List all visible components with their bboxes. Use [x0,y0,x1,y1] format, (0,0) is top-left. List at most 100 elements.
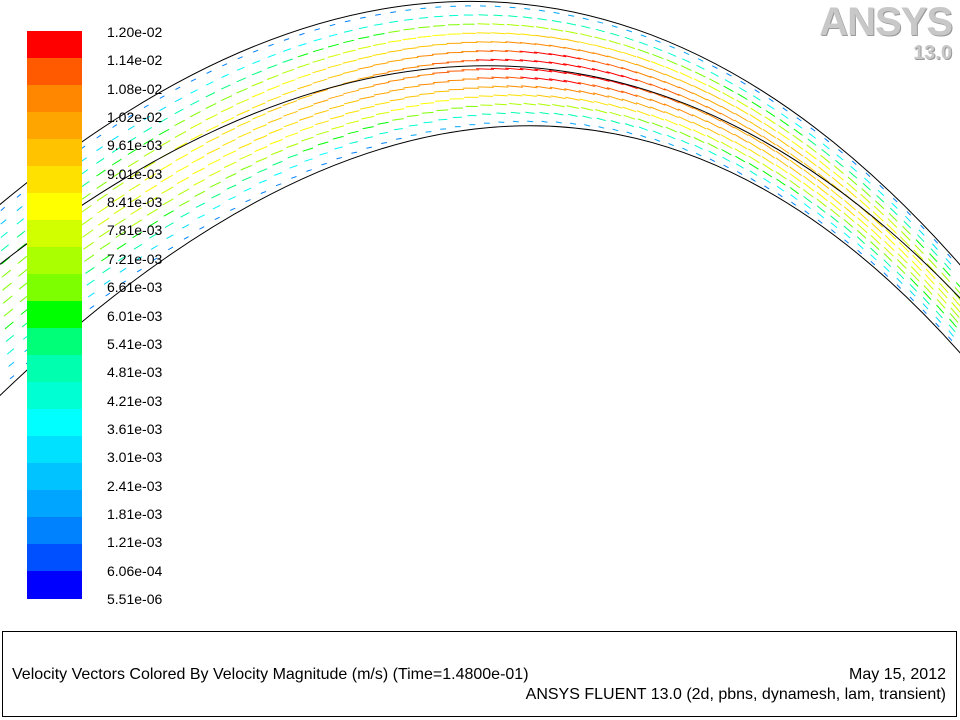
velocity-vector [578,90,595,95]
velocity-vector [679,72,693,79]
color-scale-label: 9.01e-03 [107,165,163,182]
velocity-vector [163,210,174,217]
velocity-vector [789,159,803,170]
velocity-vector [710,71,719,77]
velocity-vector [652,53,664,60]
logo-brand: ANSYS [819,0,953,44]
velocity-vector [476,77,494,79]
velocity-vector [211,193,221,199]
velocity-vector [762,170,773,178]
velocity-vector [805,150,817,160]
velocity-vector [608,103,623,109]
velocity-vector [507,94,523,97]
velocity-vector [883,265,890,272]
velocity-vector [791,140,804,150]
velocity-vector [655,39,661,43]
velocity-vector [97,205,109,214]
velocity-vector [312,89,329,95]
velocity-vector [932,243,938,250]
velocity-vector [245,199,251,203]
velocity-vector [432,71,450,74]
velocity-vector [762,135,776,146]
velocity-vector [692,129,706,137]
velocity-vector [111,135,119,141]
velocity-vector [0,206,6,211]
velocity-vector [898,247,909,259]
velocity-vector [158,117,168,124]
velocity-vector [856,236,866,244]
velocity-vector [918,229,925,236]
velocity-vector [606,63,624,70]
velocity-vector [282,89,297,96]
velocity-vector [220,95,233,102]
velocity-vector [112,124,118,128]
velocity-vector [221,117,235,124]
velocity-vector [435,100,449,102]
velocity-vector [493,94,508,97]
velocity-vector [490,41,507,44]
velocity-vector [96,169,106,177]
velocity-vector [709,78,720,85]
graphics-viewport[interactable]: 1.20e-02 1.14e-02 1.08e-02 1.02e-02 9.61e-03… [0,0,960,630]
velocity-vector [327,73,343,79]
velocity-vector [174,97,183,103]
velocity-vector [183,236,189,240]
color-scale-swatch [27,301,82,329]
velocity-vector [775,150,790,161]
color-scale-swatch [27,382,82,410]
velocity-vector [417,64,435,67]
velocity-vector [903,220,912,229]
velocity-vector [190,100,200,106]
velocity-vector [563,54,581,60]
velocity-vector [843,225,852,234]
velocity-vector [949,318,957,328]
velocity-vector [519,50,538,54]
velocity-vector [734,140,748,150]
velocity-vector [620,74,638,82]
velocity-vector [677,101,694,110]
velocity-vector [563,46,581,52]
velocity-vector [553,11,560,14]
velocity-vector [548,69,567,75]
velocity-vector [876,195,885,203]
velocity-vector [803,203,811,209]
color-scale-swatch [27,58,82,86]
velocity-vector [357,55,373,60]
velocity-vector [722,156,731,162]
velocity-vector [297,94,313,100]
velocity-vector [917,234,925,243]
velocity-vector [592,84,610,90]
velocity-vector [909,296,914,302]
velocity-vector [243,187,252,192]
velocity-vector [679,131,691,138]
velocity-vector [667,52,677,57]
velocity-vector [870,228,882,240]
velocity-vector [857,243,864,250]
velocity-vector [857,249,863,255]
velocity-vector [298,43,307,47]
velocity-vector [306,169,312,172]
velocity-vector [364,136,373,139]
velocity-vector [181,224,190,229]
velocity-vector [821,149,831,157]
velocity-vector [286,143,299,149]
velocity-vector [914,244,924,255]
velocity-vector [408,124,418,127]
velocity-vector [328,43,339,48]
velocity-vector [606,79,624,86]
velocity-vector [883,259,892,267]
velocity-vector [372,52,388,56]
velocity-vector [820,154,831,164]
color-scale-label: 8.41e-03 [107,194,163,211]
velocity-vector [252,113,267,120]
velocity-vector [195,202,206,208]
color-scale-swatch [27,355,82,383]
velocity-vector [144,173,157,181]
velocity-vector [843,219,854,228]
velocity-vector [177,188,190,196]
velocity-vector [119,267,127,273]
velocity-vector [267,106,282,113]
velocity-vector [539,112,550,115]
velocity-vector [851,160,857,165]
velocity-vector [904,215,912,223]
